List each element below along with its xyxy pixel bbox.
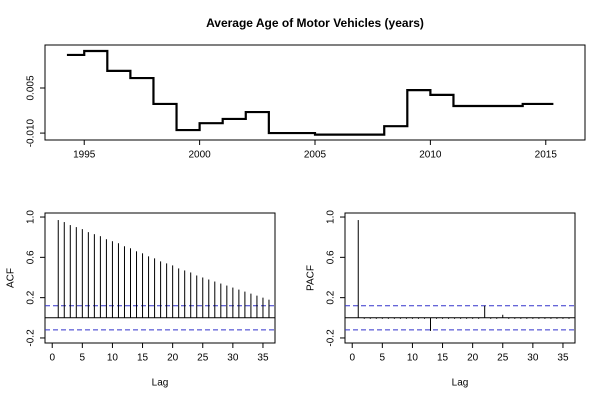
y-axis-label: ACF	[6, 268, 17, 288]
x-tick-label: 2015	[535, 150, 558, 161]
y-tick-label: 0.6	[26, 250, 37, 264]
x-tick-label: 30	[227, 353, 239, 364]
y-tick-label: -0.2	[26, 329, 37, 347]
y-tick-label: -0.2	[326, 329, 337, 347]
x-tick-label: 25	[197, 353, 209, 364]
x-tick-label: 2010	[419, 150, 442, 161]
x-tick-label: 30	[527, 353, 539, 364]
x-tick-label: 0	[349, 353, 355, 364]
x-axis-label: Lag	[452, 378, 469, 389]
x-tick-label: 0	[49, 353, 55, 364]
chart-title: Average Age of Motor Vehicles (years)	[206, 16, 424, 30]
x-tick-label: 20	[467, 353, 479, 364]
x-tick-label: 20	[167, 353, 179, 364]
y-tick-label: 1.0	[326, 210, 337, 224]
x-tick-label: 25	[497, 353, 509, 364]
x-tick-label: 15	[137, 353, 149, 364]
plot-frame	[44, 44, 586, 141]
x-tick-label: 15	[437, 353, 449, 364]
x-tick-label: 2005	[304, 150, 327, 161]
x-tick-label: 5	[380, 353, 386, 364]
x-tick-label: 35	[557, 353, 569, 364]
y-tick-label: 0.2	[26, 290, 37, 304]
x-tick-label: 5	[80, 353, 86, 364]
x-tick-label: 2000	[188, 150, 211, 161]
y-axis-label: PACF	[306, 265, 317, 291]
y-tick-label: 0.6	[326, 250, 337, 264]
x-tick-label: 35	[257, 353, 269, 364]
x-tick-label: 1995	[73, 150, 96, 161]
plot-frame	[44, 212, 276, 344]
x-tick-label: 10	[107, 353, 119, 364]
y-tick-label: -0.010	[26, 118, 37, 147]
y-tick-label: 0.005	[26, 75, 37, 100]
x-axis-label: Lag	[152, 378, 169, 389]
data-line	[66, 49, 554, 136]
y-tick-label: 0.2	[326, 290, 337, 304]
x-tick-label: 10	[407, 353, 419, 364]
plot-frame	[344, 212, 576, 344]
y-tick-label: 1.0	[26, 210, 37, 224]
